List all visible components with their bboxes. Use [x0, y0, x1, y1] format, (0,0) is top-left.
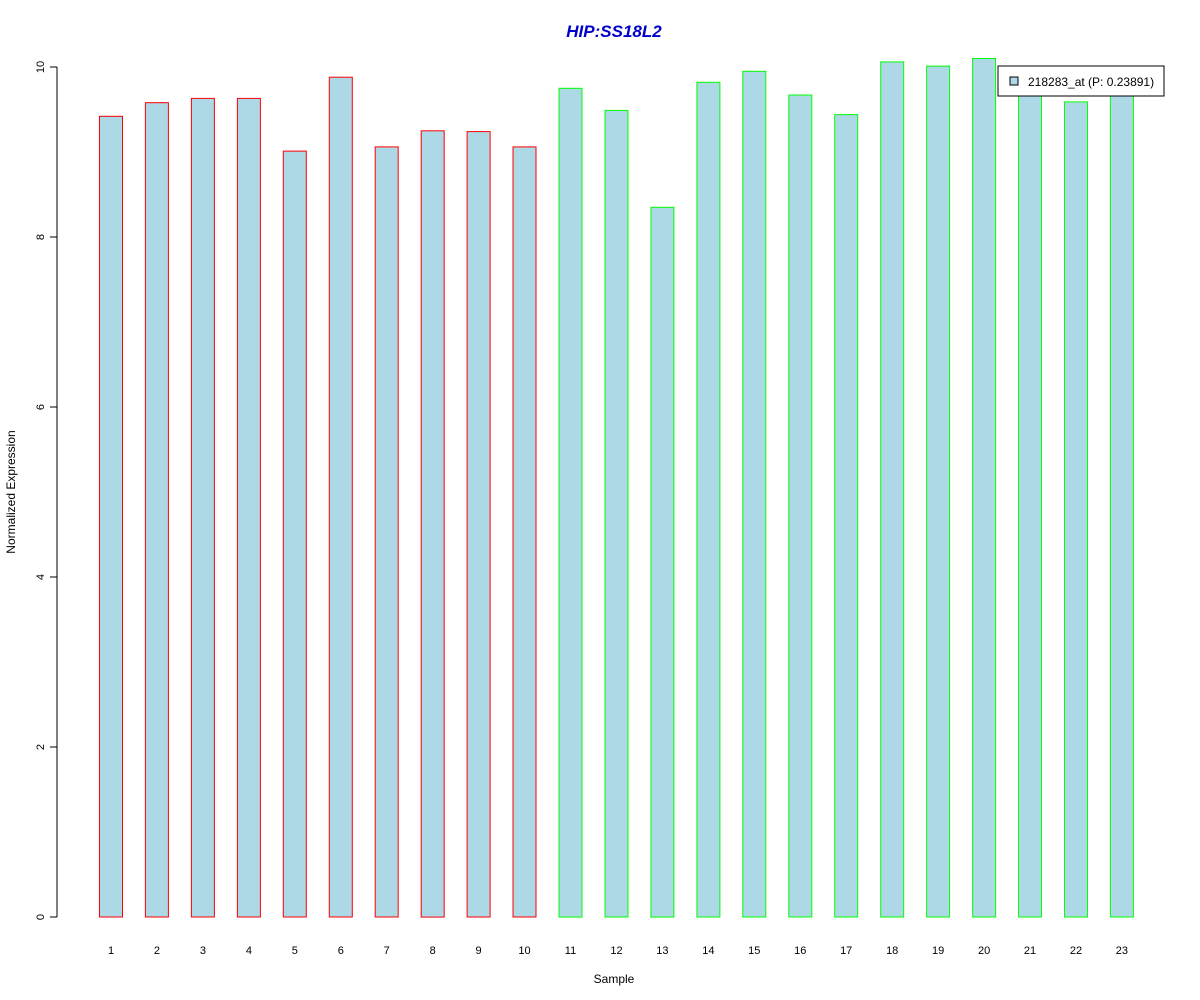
x-tick-label: 14: [702, 945, 714, 957]
x-tick-label: 19: [932, 945, 944, 957]
bar: [374, 146, 399, 918]
x-tick-label: 8: [430, 945, 436, 957]
x-tick-label: 2: [154, 945, 160, 957]
bar: [99, 115, 123, 918]
x-tick-label: 6: [338, 945, 344, 957]
bar: [1018, 89, 1042, 918]
bars-group: [99, 58, 1134, 918]
bar: [236, 97, 261, 918]
y-tick-label: 6: [35, 404, 47, 410]
x-tick-label: 5: [292, 945, 298, 957]
chart-title: HIP:SS18L2: [566, 22, 662, 41]
legend: 218283_at (P: 0.23891): [997, 65, 1165, 97]
bar: [144, 102, 169, 918]
bar: [742, 70, 767, 918]
x-tick-label: 12: [610, 945, 622, 957]
bar: [558, 87, 583, 918]
x-tick-label: 18: [886, 945, 898, 957]
bar: [512, 146, 537, 918]
y-axis-label: Normalized Expression: [4, 430, 18, 553]
bar: [972, 58, 997, 918]
x-tick-label: 17: [840, 945, 852, 957]
x-tick-label: 16: [794, 945, 806, 957]
legend-box: [997, 65, 1165, 97]
bar: [880, 61, 905, 918]
x-tick-label: 13: [656, 945, 668, 957]
x-tick-label: 9: [476, 945, 482, 957]
y-tick-label: 4: [35, 574, 47, 580]
bar: [1109, 86, 1134, 918]
legend-swatch: [1009, 76, 1019, 86]
x-tick-label: 3: [200, 945, 206, 957]
x-axis-label: Sample: [594, 972, 635, 986]
x-tick-labels: 1 2 3 4 5 6 7 8 9 10 11 12 13 14 15 16 17 18 19 20 21 22 23: [108, 945, 1128, 957]
x-tick-label: 11: [565, 945, 576, 957]
y-tick-label: 0: [35, 914, 47, 920]
bar: [650, 206, 675, 918]
bar: [696, 81, 721, 918]
y-tick-label: 10: [35, 61, 47, 73]
bar: [282, 150, 307, 918]
x-tick-label: 4: [246, 945, 252, 957]
bar: [604, 109, 629, 918]
x-tick-label: 21: [1024, 945, 1036, 957]
x-tick-label: 10: [518, 945, 530, 957]
y-axis: 0 2 4 6 8 10: [35, 61, 58, 920]
x-tick-label: 22: [1070, 945, 1082, 957]
bar: [788, 94, 813, 918]
y-tick-label: 8: [35, 234, 47, 240]
bar: [420, 130, 445, 918]
x-tick-label: 1: [108, 945, 114, 957]
y-tick-label: 2: [35, 744, 47, 750]
bar: [926, 65, 951, 918]
x-tick-label: 15: [748, 945, 760, 957]
bar: [834, 114, 859, 918]
x-tick-label: 23: [1116, 945, 1128, 957]
bar: [328, 76, 353, 918]
bar: [1064, 101, 1088, 918]
x-tick-label: 20: [978, 945, 990, 957]
bar: [466, 131, 491, 918]
legend-label: 218283_at (P: 0.23891): [1028, 75, 1154, 89]
bar: [190, 97, 215, 918]
x-tick-label: 7: [384, 945, 390, 957]
